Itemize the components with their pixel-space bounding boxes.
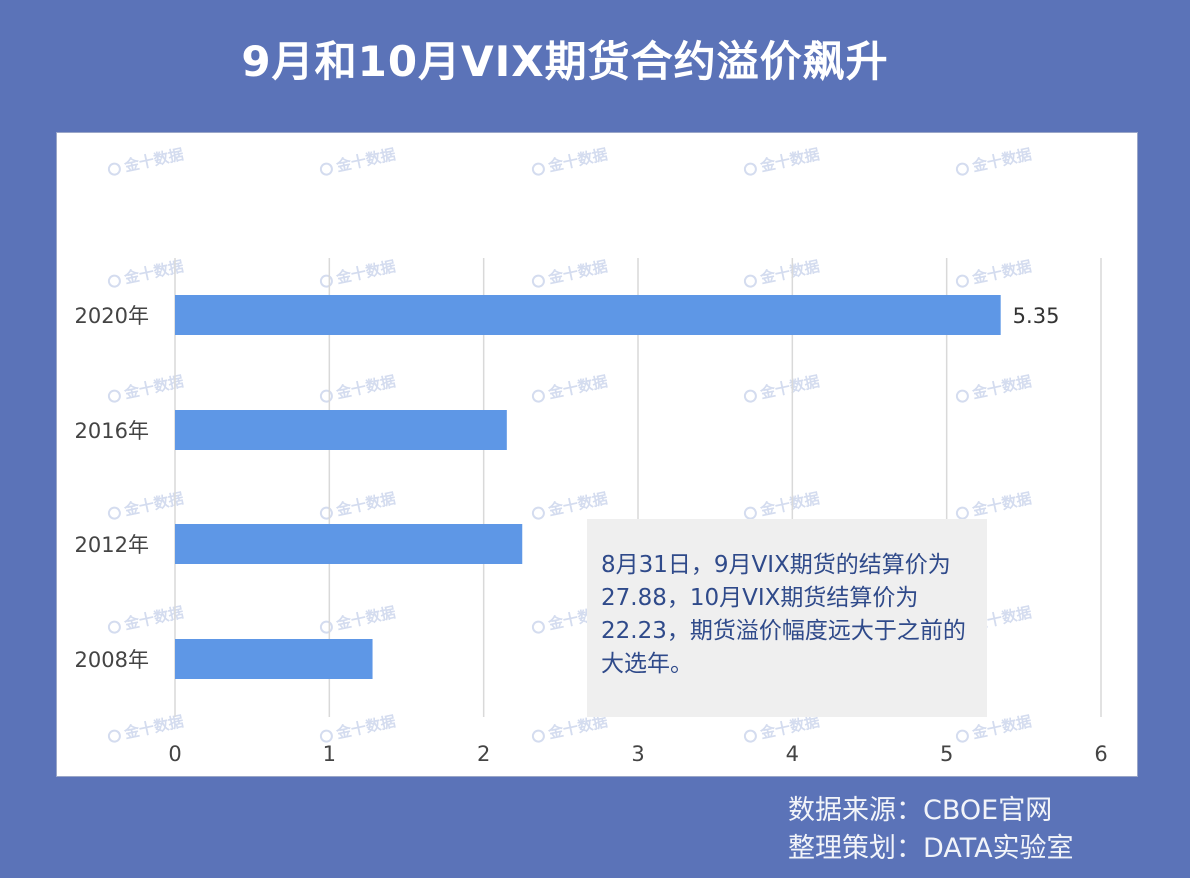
x-tick-label: 6 <box>1094 742 1107 766</box>
category-label: 2016年 <box>75 419 149 443</box>
chart-title: 9月和10月VIX期货合约溢价飙升 <box>241 37 889 86</box>
category-label: 2008年 <box>75 648 149 672</box>
data-label: 5.35 <box>1013 304 1060 328</box>
bar <box>175 639 373 679</box>
source-credit: 数据来源：CBOE官网 <box>788 795 1053 826</box>
category-label: 2020年 <box>75 304 149 328</box>
x-tick-label: 2 <box>477 742 490 766</box>
x-tick-label: 5 <box>940 742 953 766</box>
editor-credit: 整理策划：DATA实验室 <box>788 833 1074 864</box>
annotation-box: 8月31日，9月VIX期货的结算价为27.88，10月VIX期货结算价为22.2… <box>587 519 987 717</box>
bar <box>175 524 523 564</box>
bar <box>175 295 1001 335</box>
x-tick-label: 4 <box>786 742 799 766</box>
chart-panel: 金十数据 金十数据 金十数据 金十数据 金十数据 金十数据 金十数据 金十数据 金十数据 金十数据… <box>56 132 1138 777</box>
category-label: 2012年 <box>75 533 149 557</box>
bar-chart: 0 1 2 3 4 5 6 2020年 5.35 2016年 2012年 2008年 <box>75 258 1108 766</box>
x-tick-label: 3 <box>631 742 644 766</box>
bar <box>175 410 507 450</box>
x-tick-label: 0 <box>168 742 181 766</box>
credits: 数据来源：CBOE官网 整理策划：DATA实验室 <box>788 792 1074 868</box>
x-tick-label: 1 <box>323 742 336 766</box>
